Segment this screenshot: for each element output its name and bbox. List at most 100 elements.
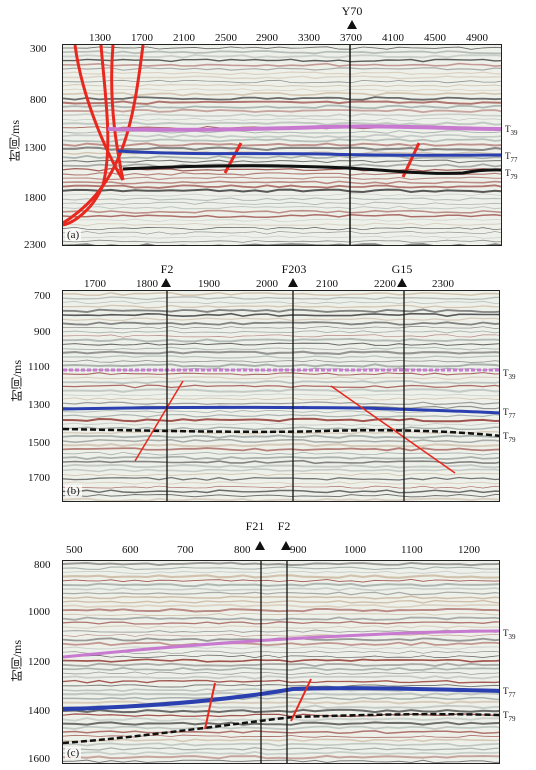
reflection-event — [63, 308, 499, 313]
fault-lines — [134, 380, 456, 474]
reflection-event — [63, 422, 499, 426]
well-label: F203 — [281, 262, 307, 276]
y-tick: 1700 — [28, 472, 50, 484]
reflection-event — [63, 604, 499, 609]
reflection-event — [63, 561, 499, 567]
reflection-event — [63, 363, 499, 368]
reflection-event — [63, 231, 501, 235]
reflection-event — [63, 489, 499, 494]
reflection-event — [63, 607, 499, 613]
reflection-event — [63, 235, 501, 239]
well-label: F21 — [245, 519, 265, 533]
y-tick: 2300 — [24, 239, 46, 251]
y-tick: 800 — [34, 559, 51, 571]
reflection-event — [63, 730, 499, 735]
y-tick: 1000 — [28, 606, 50, 618]
reflection-event — [63, 442, 499, 448]
reflection-event — [63, 62, 501, 67]
reflection-event — [63, 317, 499, 322]
reflection-event — [63, 113, 501, 118]
horizon-t77 — [117, 149, 501, 157]
reflection-event — [63, 176, 501, 181]
reflection-event — [63, 717, 499, 722]
reflection-event — [63, 595, 499, 600]
reflection-event — [63, 463, 499, 469]
well-marker-icon — [397, 278, 407, 287]
reflection-event — [63, 50, 501, 55]
section-background — [63, 291, 499, 501]
horizon-t79 — [63, 427, 499, 438]
reflection-event — [63, 226, 501, 231]
reflection-event — [63, 620, 499, 625]
reflection-event — [63, 330, 499, 334]
x-tick: 1700 — [84, 278, 106, 290]
reflection-event — [63, 393, 499, 397]
x-tick: 2200 — [374, 278, 396, 290]
well-label: F2 — [160, 262, 174, 276]
horizon-label: T77 — [503, 686, 516, 699]
fault-line — [63, 45, 145, 225]
x-tick: 4100 — [382, 32, 404, 44]
x-tick: 2900 — [256, 32, 278, 44]
reflection-event — [63, 426, 499, 431]
seismic-svg — [63, 45, 501, 245]
y-tick: 1100 — [28, 361, 50, 373]
reflection-bands — [63, 291, 499, 501]
reflection-event — [63, 472, 499, 477]
reflection-event — [63, 359, 499, 363]
horizon-label: T39 — [503, 628, 516, 641]
reflection-event — [63, 188, 501, 194]
x-tick: 1700 — [131, 32, 153, 44]
x-tick: 900 — [290, 544, 307, 556]
reflection-event — [63, 243, 501, 245]
panel-label: (b) — [65, 485, 82, 497]
reflection-event — [63, 355, 499, 359]
reflection-event — [63, 641, 499, 646]
seismic-svg — [63, 561, 499, 763]
well-label: Y70 — [341, 4, 363, 18]
horizon-label: T77 — [505, 151, 518, 164]
y-tick: 1600 — [28, 753, 50, 765]
y-tick: 1800 — [24, 192, 46, 204]
fault-line — [73, 45, 125, 181]
reflection-event — [63, 616, 499, 621]
reflection-event — [63, 291, 499, 296]
well-label: G15 — [391, 262, 413, 276]
reflection-event — [63, 67, 501, 71]
reflection-event — [63, 197, 501, 201]
reflection-event — [63, 675, 499, 680]
reflection-event — [63, 434, 499, 439]
reflection-event — [63, 587, 499, 592]
reflection-event — [63, 612, 499, 617]
reflection-event — [63, 159, 501, 164]
y-tick: 1500 — [28, 437, 50, 449]
reflection-event — [63, 180, 501, 185]
seismic-svg — [63, 291, 499, 501]
section-background — [63, 45, 501, 245]
x-tick: 1900 — [198, 278, 220, 290]
horizon-label: T77 — [503, 407, 516, 420]
reflection-event — [63, 100, 501, 105]
x-tick: 3700 — [340, 32, 362, 44]
fault-line — [290, 678, 312, 722]
reflection-event — [63, 451, 499, 456]
reflection-event — [63, 346, 499, 351]
reflection-event — [63, 201, 501, 206]
fault-line — [223, 142, 243, 174]
reflection-event — [63, 746, 499, 751]
horizon-t39 — [107, 124, 501, 132]
reflection-event — [63, 193, 501, 197]
reflection-event — [63, 321, 499, 326]
reflection-event — [63, 700, 499, 705]
panel-label: (c) — [65, 747, 82, 759]
reflection-event — [63, 218, 501, 222]
reflection-event — [63, 574, 499, 579]
reflection-event — [63, 380, 499, 385]
y-tick: 1300 — [28, 399, 50, 411]
reflection-event — [63, 566, 499, 571]
reflection-event — [63, 376, 499, 380]
reflection-event — [63, 679, 499, 684]
x-tick: 1000 — [344, 544, 366, 556]
y-tick: 1300 — [24, 142, 46, 154]
reflection-event — [63, 493, 499, 498]
